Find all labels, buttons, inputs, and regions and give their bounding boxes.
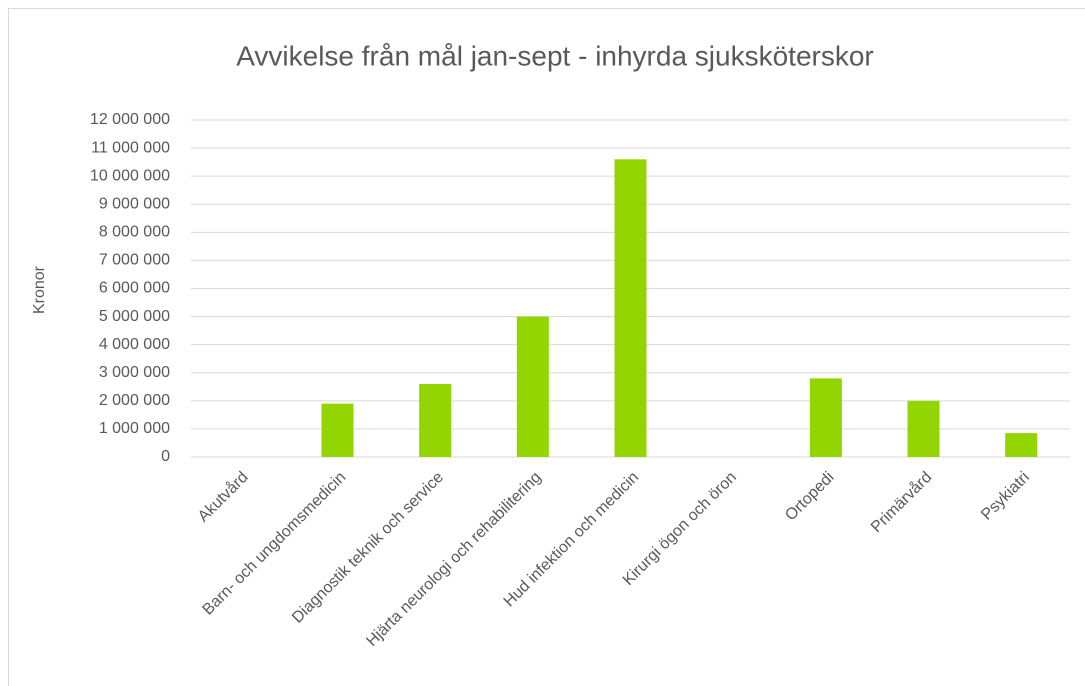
y-tick-label: 0 [161,448,170,465]
y-tick-label: 10 000 000 [90,167,170,184]
y-tick-label: 4 000 000 [99,336,170,353]
bar [809,378,842,457]
y-tick-label: 11 000 000 [91,139,170,156]
chart-title: Avvikelse från mål jan-sept - inhyrda sj… [236,40,874,71]
y-tick-label: 8 000 000 [99,224,170,241]
y-tick-label: 12 000 000 [90,111,170,128]
y-tick-label: 5 000 000 [99,308,170,325]
y-tick-label: 6 000 000 [99,280,170,297]
y-tick-label: 7 000 000 [99,252,170,269]
bar [1005,433,1038,457]
y-tick-label: 9 000 000 [99,195,170,212]
bar [321,403,354,457]
y-axis-label: Kronor [31,265,48,314]
y-tick-label: 1 000 000 [99,420,170,437]
bar [907,400,940,457]
bar [516,316,549,457]
y-tick-label: 3 000 000 [99,364,170,381]
y-tick-label: 2 000 000 [99,392,170,409]
bar [614,159,647,458]
bar [419,383,452,457]
